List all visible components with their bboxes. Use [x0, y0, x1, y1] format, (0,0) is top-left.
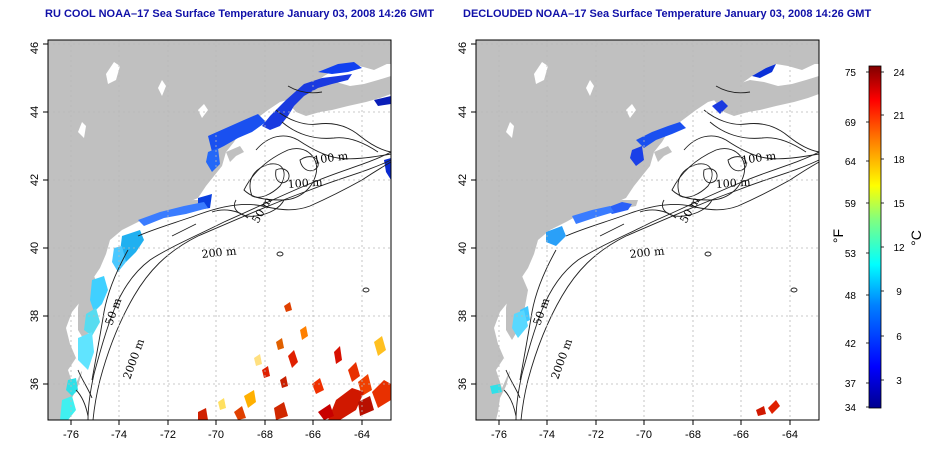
- left-map-title: RU COOL NOAA–17 Sea Surface Temperature …: [45, 8, 435, 20]
- f-tick: 64: [845, 157, 857, 168]
- left-lat-tick: 38: [29, 310, 41, 322]
- left-lat-tick: 42: [29, 174, 41, 186]
- left-lon-tick: -66: [305, 429, 321, 441]
- left-latitude-ticks: 36 38 40 42 44 46: [29, 42, 41, 390]
- temperature-colorbar: 75 69 64 59 53 48 42 37 34 24 21 18 15 1…: [830, 65, 924, 414]
- right-lon-tick: -76: [491, 429, 507, 441]
- f-tick: 59: [845, 199, 857, 210]
- left-map-frame: [47, 39, 392, 421]
- right-lon-tick: -64: [782, 429, 798, 441]
- left-lat-tick: 36: [29, 378, 41, 390]
- left-lat-tick: 46: [29, 42, 41, 54]
- c-tick: 6: [896, 332, 902, 343]
- left-lon-tick: -68: [257, 429, 273, 441]
- right-lat-tick: 40: [457, 242, 469, 254]
- left-contour-label-200m: 200 m: [201, 244, 238, 261]
- c-tick: 21: [893, 111, 905, 122]
- right-lon-tick: -74: [539, 429, 555, 441]
- right-lon-tick: -66: [733, 429, 749, 441]
- right-sst-gulf-stream: [756, 400, 780, 416]
- right-contour-label-200m: 200 m: [629, 244, 666, 261]
- f-tick: 37: [845, 379, 857, 390]
- right-contour-label-100m-a: 100 m: [741, 149, 778, 167]
- f-tick: 53: [845, 249, 857, 260]
- left-lon-tick: -74: [111, 429, 127, 441]
- left-longitude-ticks: -76 -74 -72 -70 -68 -66 -64: [63, 429, 370, 441]
- right-lat-tick: 46: [457, 42, 469, 54]
- left-map-panel: 100 m 100 m 50 m 200 m 50 m 2000 m -76 -…: [29, 39, 392, 441]
- c-tick: 15: [893, 199, 905, 210]
- left-lat-tick: 44: [29, 106, 41, 118]
- c-tick: 24: [893, 68, 905, 79]
- left-lon-tick: -70: [208, 429, 224, 441]
- left-lat-tick: 40: [29, 242, 41, 254]
- f-tick: 69: [845, 118, 857, 129]
- right-lon-tick: -70: [636, 429, 652, 441]
- c-tick: 3: [896, 376, 902, 387]
- right-map-frame: [475, 39, 820, 421]
- left-lon-tick: -72: [160, 429, 176, 441]
- f-tick: 34: [845, 403, 857, 414]
- right-lon-tick: -68: [685, 429, 701, 441]
- right-map-panel: 100 m 100 m 50 m 200 m 50 m 2000 m -76 -…: [457, 39, 820, 441]
- right-sst-coastal-band: [490, 64, 776, 394]
- left-lon-tick: -64: [354, 429, 370, 441]
- left-lon-tick: -76: [63, 429, 79, 441]
- fahrenheit-unit-label: °F: [830, 229, 846, 243]
- right-map-title: DECLOUDED NOAA–17 Sea Surface Temperatur…: [463, 8, 872, 20]
- right-lat-tick: 42: [457, 174, 469, 186]
- colorbar-gradient: [868, 65, 882, 409]
- f-tick: 42: [845, 339, 857, 350]
- left-contour-label-100m-b: 100 m: [287, 176, 323, 191]
- right-latitude-ticks: 36 38 40 42 44 46: [457, 42, 469, 390]
- c-tick: 18: [893, 155, 905, 166]
- right-lon-tick: -72: [588, 429, 604, 441]
- right-lat-tick: 36: [457, 378, 469, 390]
- left-contour-label-100m-a: 100 m: [313, 149, 350, 167]
- colorbar-fahrenheit-ticks: 75 69 64 59 53 48 42 37 34: [845, 68, 857, 414]
- right-lat-tick: 44: [457, 106, 469, 118]
- left-sst-gulf-stream: [198, 302, 391, 420]
- right-lat-tick: 38: [457, 310, 469, 322]
- colorbar-celsius-ticks: 24 21 18 15 12 9 6 3: [893, 68, 905, 387]
- c-tick: 12: [893, 243, 905, 254]
- f-tick: 48: [845, 291, 857, 302]
- c-tick: 9: [896, 287, 902, 298]
- celsius-unit-label: °C: [908, 230, 924, 246]
- right-contour-label-100m-b: 100 m: [715, 176, 751, 191]
- right-longitude-ticks: -76 -74 -72 -70 -68 -66 -64: [491, 429, 798, 441]
- f-tick: 75: [845, 68, 857, 79]
